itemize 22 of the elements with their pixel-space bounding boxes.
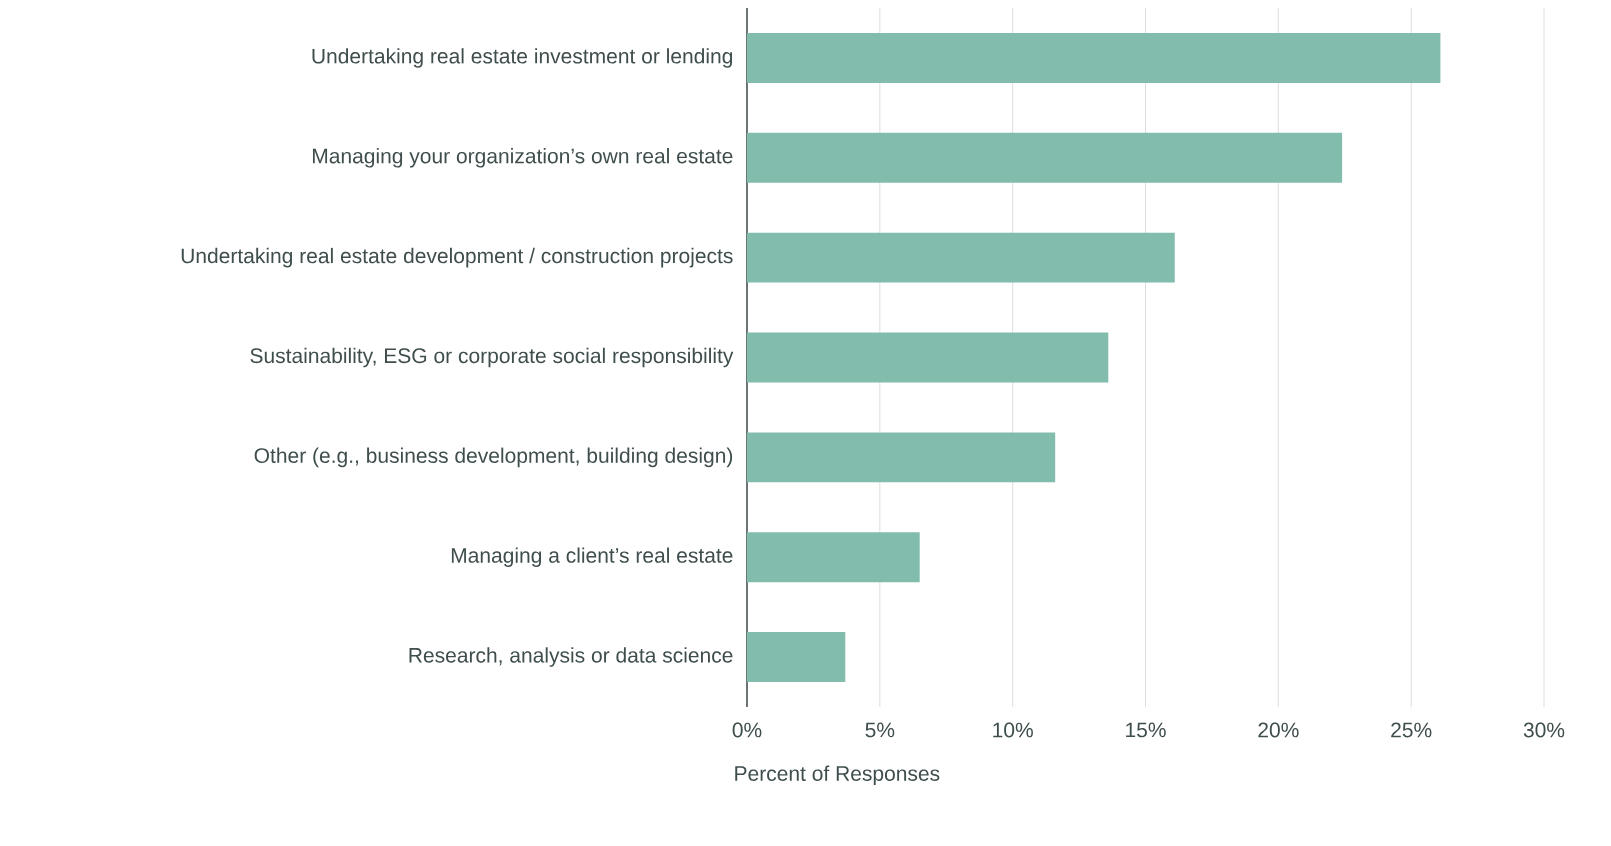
bar: [747, 632, 846, 683]
bar: [747, 32, 1441, 83]
y-tick-label: Research, analysis or data science: [409, 647, 733, 667]
x-tick-label: 25%: [1391, 722, 1432, 738]
y-tick-label: Undertaking real estate investment or lending: [312, 48, 733, 68]
y-tick-label: Undertaking real estate development / construction projects: [181, 247, 733, 268]
bar: [747, 432, 1056, 483]
bar: [747, 232, 1175, 283]
bar: [747, 532, 920, 583]
x-tick-label: 20%: [1258, 722, 1299, 738]
bar: [747, 332, 1109, 383]
x-tick-label: 15%: [1126, 722, 1166, 738]
x-tick-label: 30%: [1523, 722, 1565, 738]
x-tick-label: 0%: [732, 722, 762, 738]
y-tick-label: Managing a client’s real estate: [451, 547, 733, 568]
x-tick-label: 10%: [993, 722, 1033, 738]
y-tick-label: Managing your organization’s own real estate: [312, 148, 733, 168]
bar: [747, 132, 1343, 183]
x-axis-title: Percent of Responses: [735, 765, 940, 786]
y-tick-label: Sustainability, ESG or corporate social responsibility: [250, 347, 734, 368]
x-tick-label: 5%: [865, 722, 895, 738]
y-tick-label: Other (e.g., business development, building design): [254, 447, 733, 468]
